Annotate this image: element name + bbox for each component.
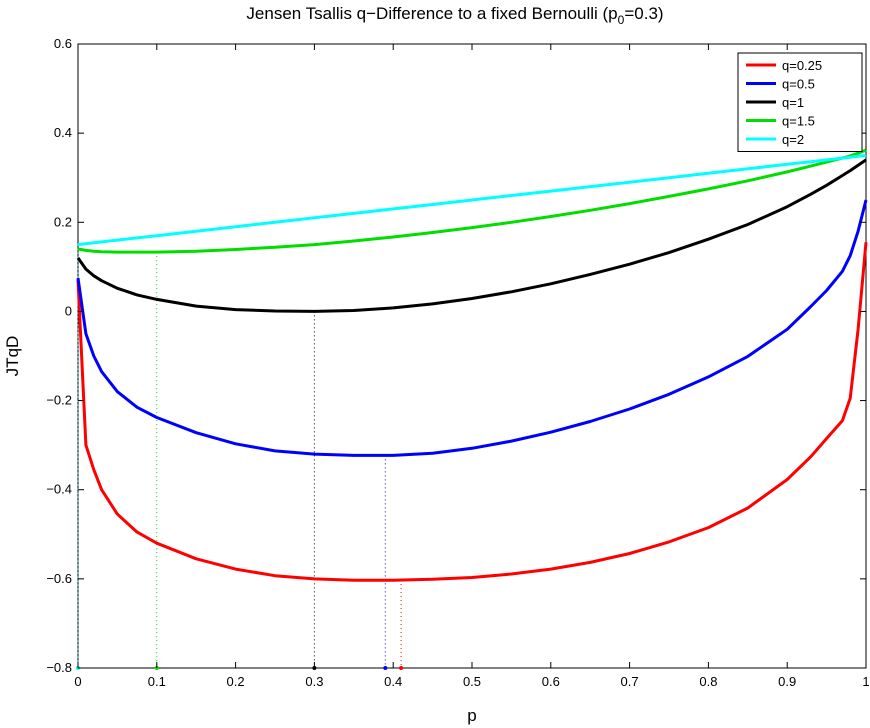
- x-axis-ticks: 0 0.1 0.2 0.3 0.4 0.5 0.6 0.7 0.8 0.9 1: [74, 44, 870, 689]
- y-tick-label: 0.6: [54, 36, 72, 51]
- y-tick-label: −0.2: [46, 393, 72, 408]
- y-tick-label: 0.4: [54, 125, 72, 140]
- y-tick-label: −0.6: [46, 571, 72, 586]
- series-line: [77, 153, 867, 247]
- chart-title-subscript: 0: [618, 13, 625, 27]
- y-tick-label: 0: [65, 303, 72, 318]
- legend: q=0.25 q=0.5 q=1 q=1.5 q=2: [737, 52, 863, 152]
- x-tick-label: 0.9: [778, 674, 796, 689]
- series-line: [77, 148, 867, 254]
- y-tick-label: −0.8: [46, 660, 72, 675]
- legend-entry: q=1: [782, 95, 804, 110]
- legend-entry: q=1.5: [782, 114, 815, 129]
- x-tick-label: 0.6: [542, 674, 560, 689]
- x-tick-label: 0.3: [305, 674, 323, 689]
- series-line: [76, 242, 868, 582]
- legend-entry: q=0.5: [782, 77, 815, 92]
- series-lines: [76, 148, 868, 582]
- y-axis-ticks: −0.8 −0.6 −0.4 −0.2 0 0.2 0.4 0.6: [46, 36, 866, 675]
- chart-title-main: Jensen Tsallis q−Difference to a fixed B…: [246, 4, 617, 23]
- x-tick-label: 0: [74, 674, 81, 689]
- x-tick-label: 0.5: [463, 674, 481, 689]
- plot-area: [77, 43, 867, 669]
- legend-entry: q=0.25: [782, 58, 822, 73]
- series-line: [76, 158, 867, 313]
- y-tick-label: 0.2: [54, 214, 72, 229]
- y-tick-label: −0.4: [46, 482, 72, 497]
- x-tick-label: 0.7: [621, 674, 639, 689]
- x-tick-label: 0.8: [699, 674, 717, 689]
- legend-entry: q=2: [782, 132, 804, 147]
- x-tick-label: 1: [862, 674, 869, 689]
- x-axis-label: p: [467, 706, 476, 725]
- chart-title: Jensen Tsallis q−Difference to a fixed B…: [246, 4, 663, 27]
- chart-title-suffix: =0.3): [624, 4, 663, 23]
- series-line: [76, 199, 868, 457]
- minimum-marker-dot: [383, 666, 388, 670]
- x-tick-label: 0.2: [227, 674, 245, 689]
- y-axis-label: JTqD: [3, 336, 22, 377]
- x-tick-label: 0.1: [148, 674, 166, 689]
- minimum-marker-dot: [399, 666, 404, 670]
- x-tick-label: 0.4: [384, 674, 402, 689]
